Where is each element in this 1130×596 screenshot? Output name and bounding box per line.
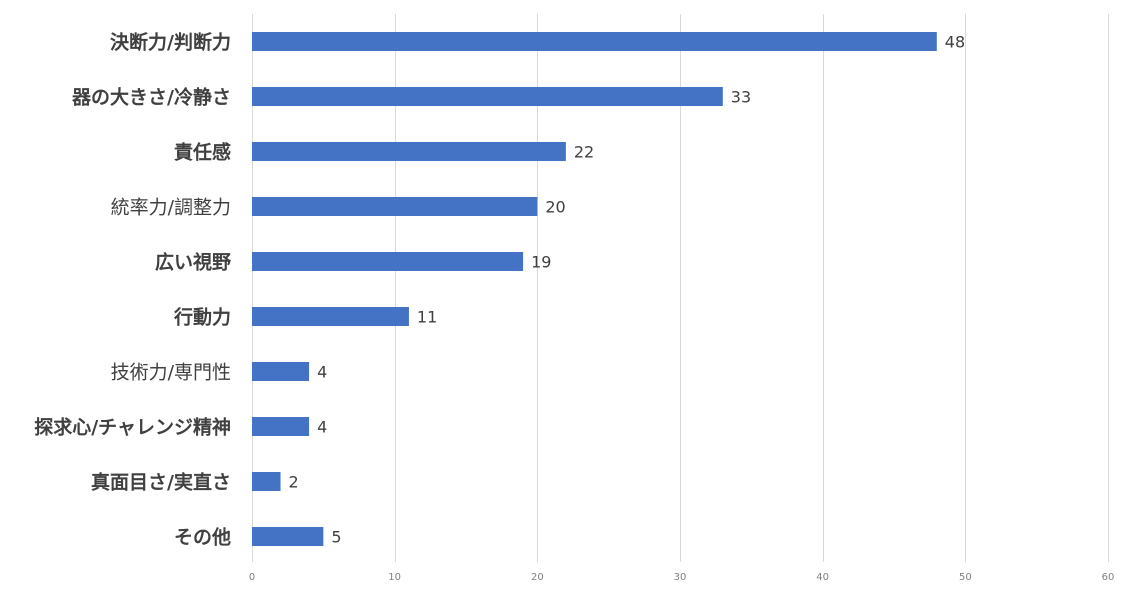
bar-value-label: 5 bbox=[331, 528, 341, 547]
category-label: 行動力 bbox=[173, 306, 231, 329]
category-label: その他 bbox=[174, 526, 231, 549]
value-labels: 48 33 22 20 19 11 4 4 2 5 bbox=[289, 33, 966, 547]
bar bbox=[252, 197, 538, 216]
bar-value-label: 22 bbox=[574, 143, 594, 162]
bar-value-label: 4 bbox=[317, 363, 327, 382]
bar bbox=[252, 87, 723, 106]
bar bbox=[252, 307, 409, 326]
category-label: 広い視野 bbox=[155, 251, 231, 274]
bar-value-label: 4 bbox=[317, 418, 327, 437]
category-label: 探求心/チャレンジ精神 bbox=[34, 416, 231, 439]
bar bbox=[252, 527, 324, 546]
bar-value-label: 2 bbox=[289, 473, 299, 492]
category-labels: 決断力/判断力器の大きさ/冷静さ責任感統率力/調整力広い視野行動力技術力/専門性… bbox=[34, 31, 231, 549]
x-tick-label: 20 bbox=[531, 572, 544, 583]
x-axis-tick-labels: 0 10 20 30 40 50 60 bbox=[249, 572, 1115, 583]
category-label: 決断力/判断力 bbox=[110, 31, 231, 54]
x-tick-label: 0 bbox=[249, 572, 255, 583]
bar bbox=[252, 417, 310, 436]
bar bbox=[252, 252, 524, 271]
x-tick-label: 40 bbox=[816, 572, 829, 583]
x-tick-label: 30 bbox=[674, 572, 687, 583]
bar bbox=[252, 142, 566, 161]
x-tick-label: 10 bbox=[388, 572, 401, 583]
bar bbox=[252, 32, 937, 51]
category-label: 責任感 bbox=[174, 141, 231, 164]
bar-value-label: 48 bbox=[945, 33, 965, 52]
category-label: 技術力/専門性 bbox=[111, 362, 231, 384]
x-tick-label: 50 bbox=[959, 572, 972, 583]
bar-value-label: 19 bbox=[531, 253, 551, 272]
bar bbox=[252, 362, 310, 381]
x-tick-label: 60 bbox=[1102, 572, 1115, 583]
bar-value-label: 20 bbox=[545, 198, 565, 217]
bar bbox=[252, 472, 281, 491]
category-label: 真面目さ/実直さ bbox=[91, 471, 231, 494]
category-label: 統率力/調整力 bbox=[111, 197, 231, 219]
bar-value-label: 11 bbox=[417, 308, 437, 327]
bar-value-label: 33 bbox=[731, 88, 751, 107]
bars bbox=[252, 32, 937, 546]
category-label: 器の大きさ/冷静さ bbox=[71, 86, 231, 109]
